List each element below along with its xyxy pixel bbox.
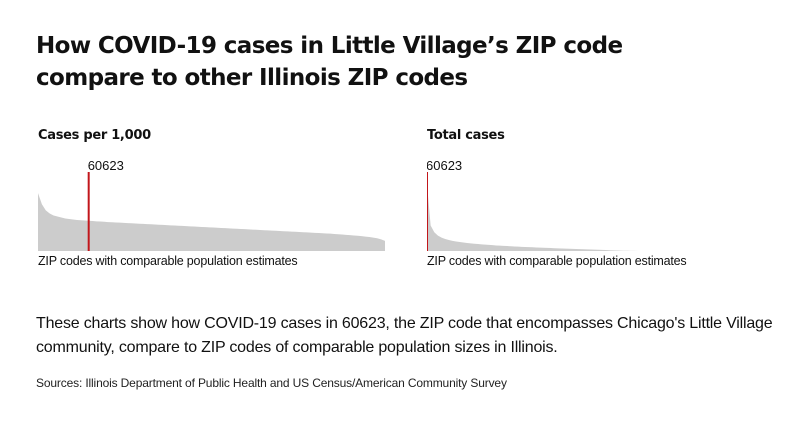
x-axis-label-total-cases: ZIP codes with comparable population est…: [427, 254, 687, 268]
total-cases-chart: Total cases 60623 ZIP codes with compara…: [427, 126, 727, 268]
chart-headline: How COVID-19 cases in Little Village’s Z…: [36, 30, 756, 94]
chart-description: These charts show how COVID-19 cases in …: [36, 315, 773, 356]
total-cases-highlight-label: 60623: [427, 158, 462, 173]
headline-line-2: compare to other Illinois ZIP codes: [36, 65, 468, 91]
cases-per-1000-plot: 60623: [38, 158, 385, 251]
total-cases-area: [427, 184, 642, 251]
cases-per-1000-chart: Cases per 1,000 60623 ZIP codes with com…: [38, 126, 388, 268]
x-axis-label-cases-per-1000: ZIP codes with comparable population est…: [38, 254, 298, 268]
chart-title-total-cases: Total cases: [427, 128, 505, 143]
source-note: Sources: Illinois Department of Public H…: [36, 376, 507, 390]
cases-per-1000-highlight-label: 60623: [88, 158, 124, 173]
chart-title-cases-per-1000: Cases per 1,000: [38, 128, 151, 143]
headline-line-1: How COVID-19 cases in Little Village’s Z…: [36, 33, 623, 59]
cases-per-1000-area: [38, 193, 385, 251]
total-cases-plot: 60623: [427, 158, 642, 251]
